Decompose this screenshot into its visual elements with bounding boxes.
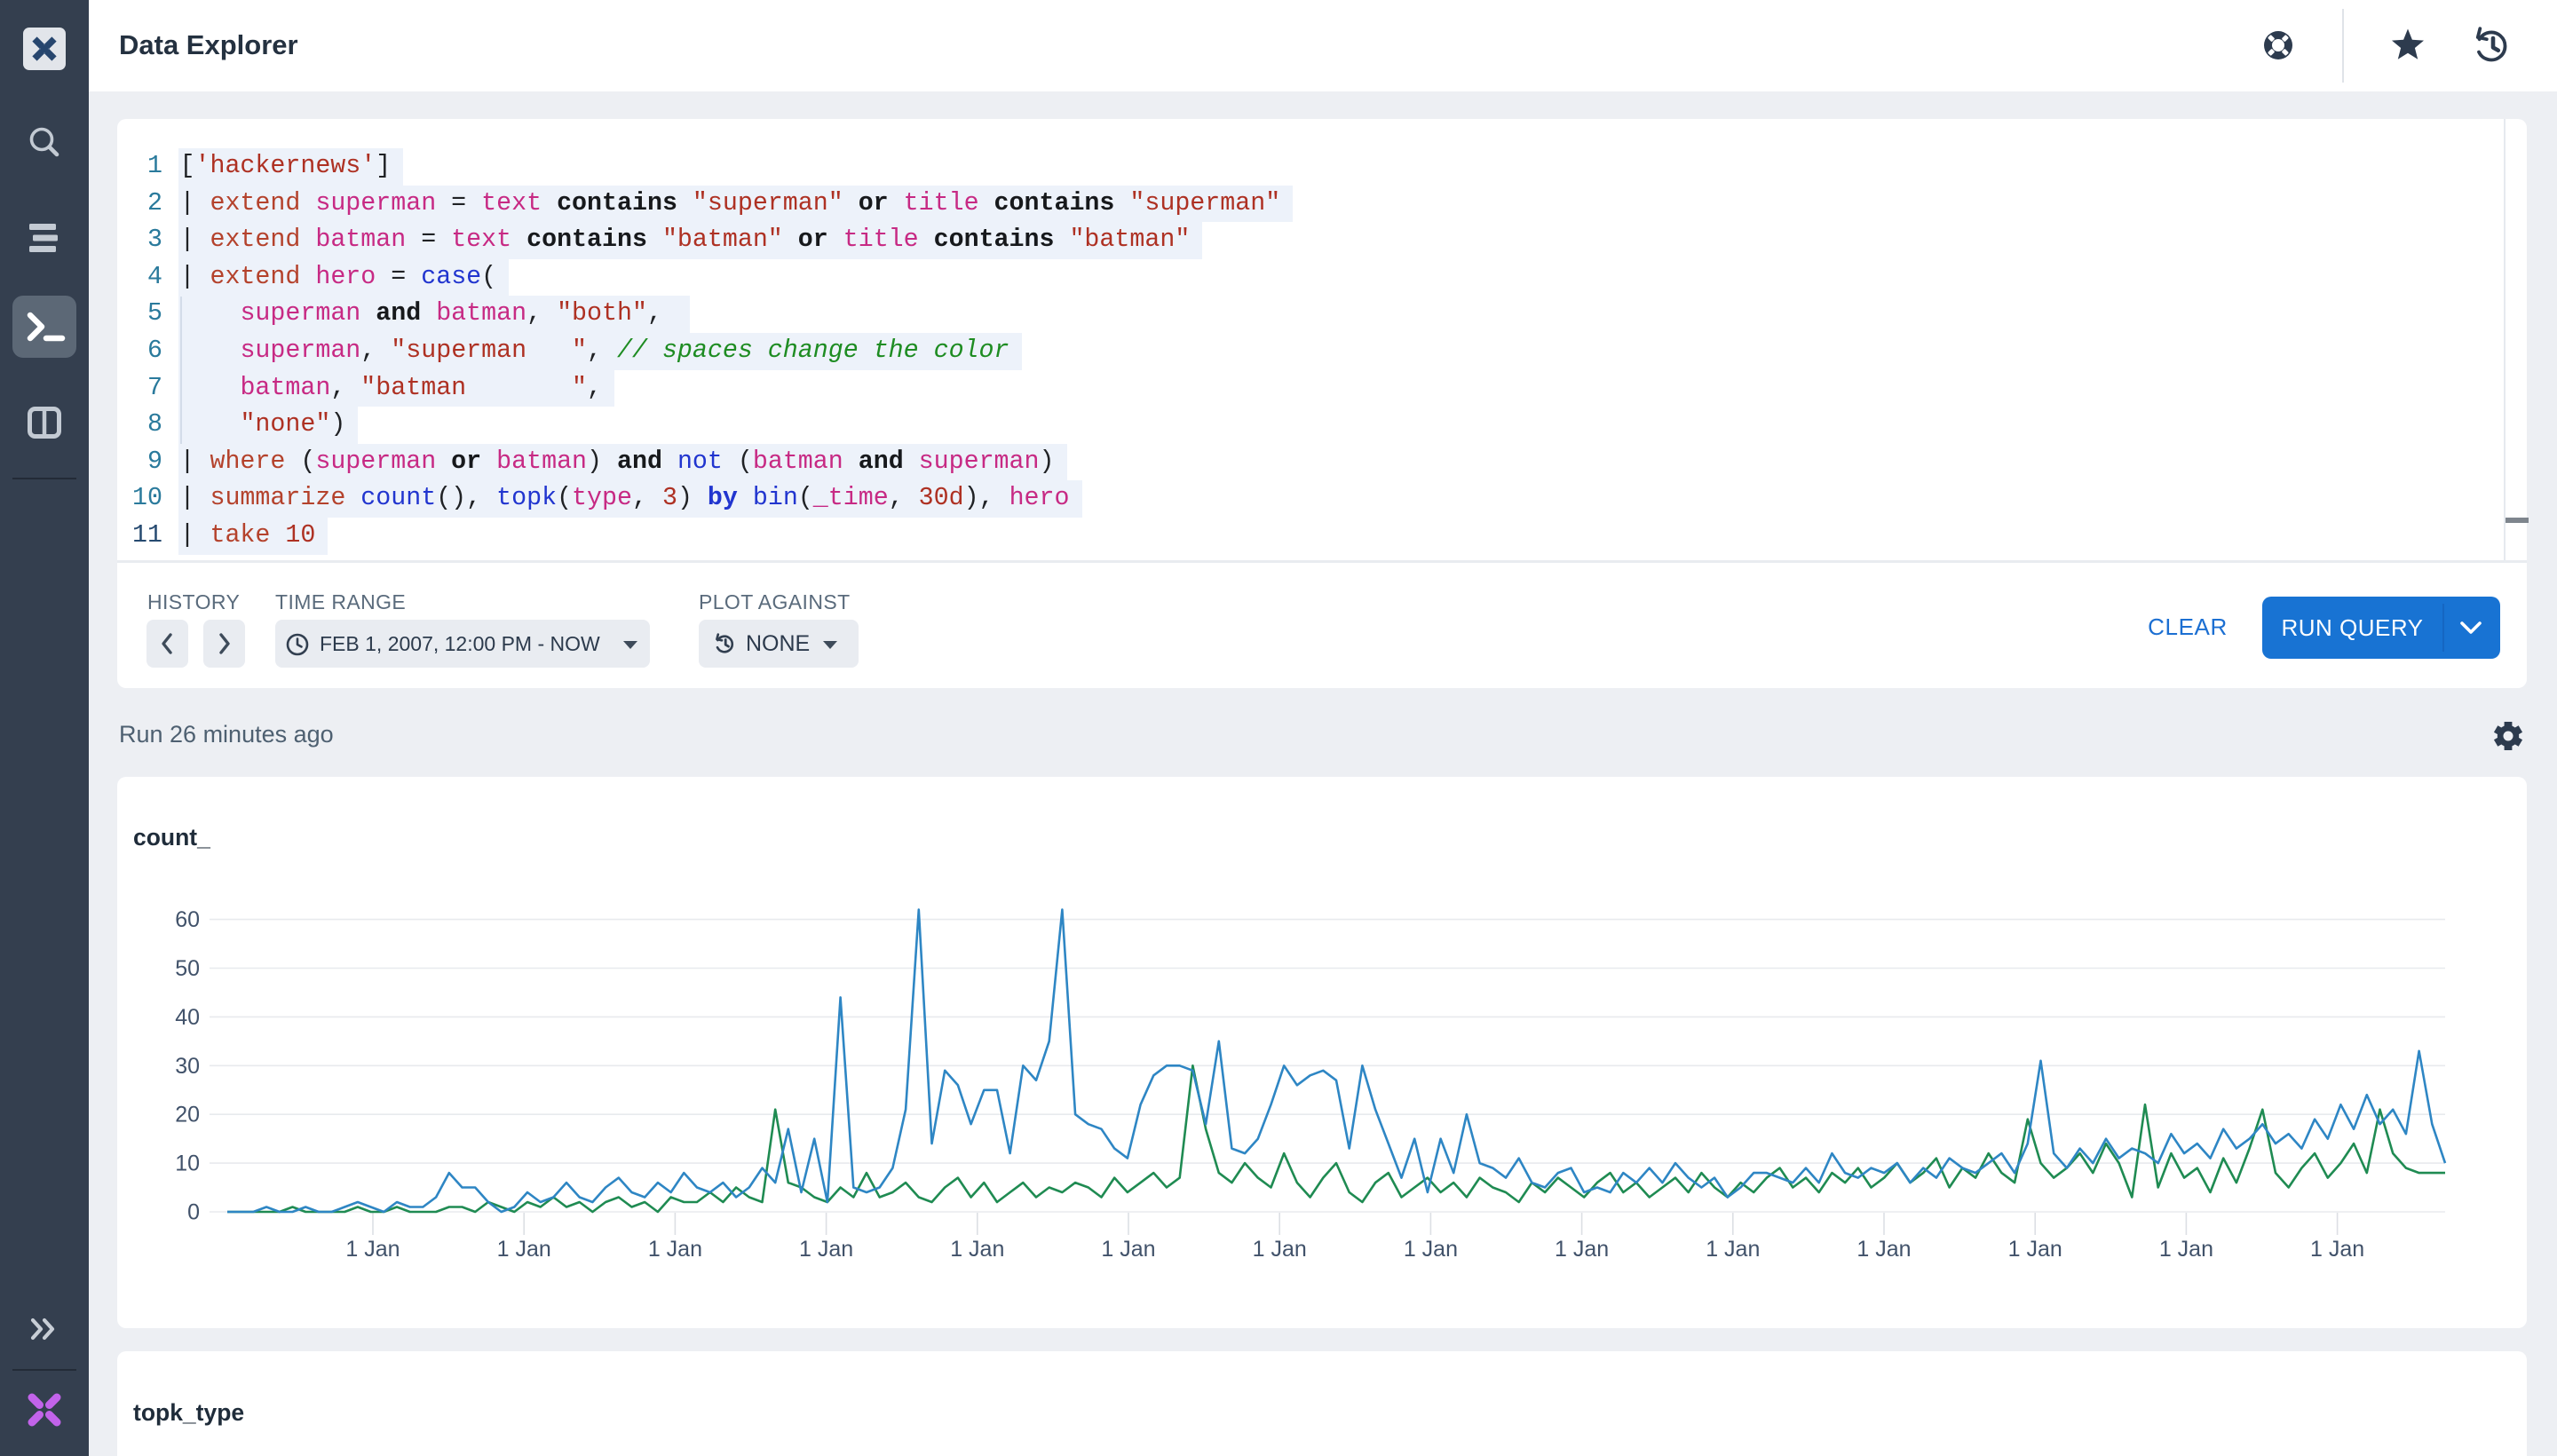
svg-text:60: 60 <box>175 907 200 932</box>
svg-text:1 Jan: 1 Jan <box>2310 1237 2364 1262</box>
svg-text:10: 10 <box>175 1151 200 1176</box>
svg-text:1 Jan: 1 Jan <box>1856 1237 1911 1262</box>
svg-text:50: 50 <box>175 956 200 981</box>
svg-text:0: 0 <box>187 1200 200 1225</box>
svg-text:30: 30 <box>175 1054 200 1079</box>
svg-text:1 Jan: 1 Jan <box>648 1237 702 1262</box>
svg-text:20: 20 <box>175 1103 200 1128</box>
svg-text:1 Jan: 1 Jan <box>1101 1237 1155 1262</box>
svg-text:1 Jan: 1 Jan <box>1706 1237 1760 1262</box>
svg-text:1 Jan: 1 Jan <box>2159 1237 2213 1262</box>
svg-text:1 Jan: 1 Jan <box>497 1237 551 1262</box>
svg-text:1 Jan: 1 Jan <box>799 1237 853 1262</box>
svg-text:1 Jan: 1 Jan <box>2008 1237 2062 1262</box>
svg-text:1 Jan: 1 Jan <box>1404 1237 1458 1262</box>
svg-text:1 Jan: 1 Jan <box>1555 1237 1609 1262</box>
svg-text:40: 40 <box>175 1005 200 1030</box>
svg-text:1 Jan: 1 Jan <box>950 1237 1004 1262</box>
svg-text:1 Jan: 1 Jan <box>345 1237 400 1262</box>
svg-text:1 Jan: 1 Jan <box>1253 1237 1307 1262</box>
